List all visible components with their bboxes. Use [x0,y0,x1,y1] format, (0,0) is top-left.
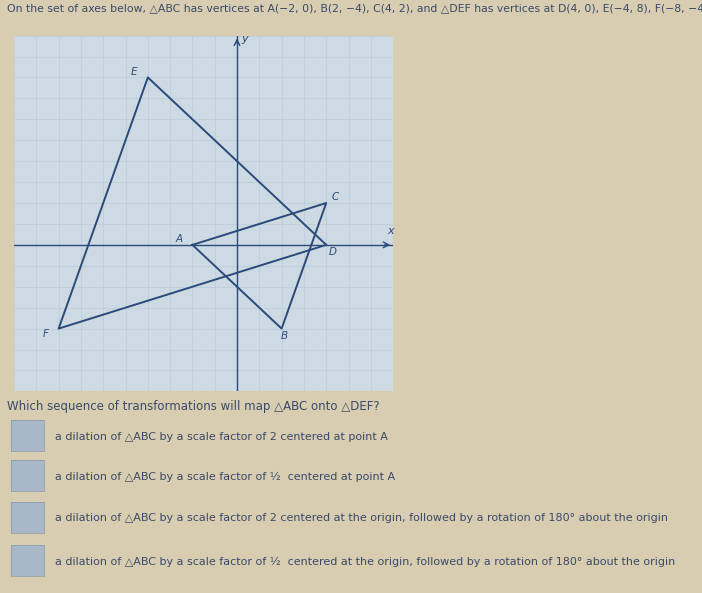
Text: B: B [280,331,287,341]
Text: a dilation of △ABC by a scale factor of ½  centered at point A: a dilation of △ABC by a scale factor of … [55,471,395,482]
Text: Which sequence of transformations will map △ABC onto △DEF?: Which sequence of transformations will m… [7,400,380,413]
Text: y: y [241,34,248,44]
Text: C: C [331,192,339,202]
Text: a dilation of △ABC by a scale factor of 2 centered at point A: a dilation of △ABC by a scale factor of … [55,432,388,442]
Text: A: A [176,234,183,244]
Text: D: D [329,247,337,257]
Text: x: x [388,227,395,237]
Text: F: F [42,329,48,339]
Text: a dilation of △ABC by a scale factor of 2 centered at the origin, followed by a : a dilation of △ABC by a scale factor of … [55,514,668,523]
Text: a dilation of △ABC by a scale factor of ½  centered at the origin, followed by a: a dilation of △ABC by a scale factor of … [55,556,675,567]
Text: E: E [131,68,138,77]
Text: On the set of axes below, △ABC has vertices at A(−2, 0), B(2, −4), C(4, 2), and : On the set of axes below, △ABC has verti… [7,3,702,13]
